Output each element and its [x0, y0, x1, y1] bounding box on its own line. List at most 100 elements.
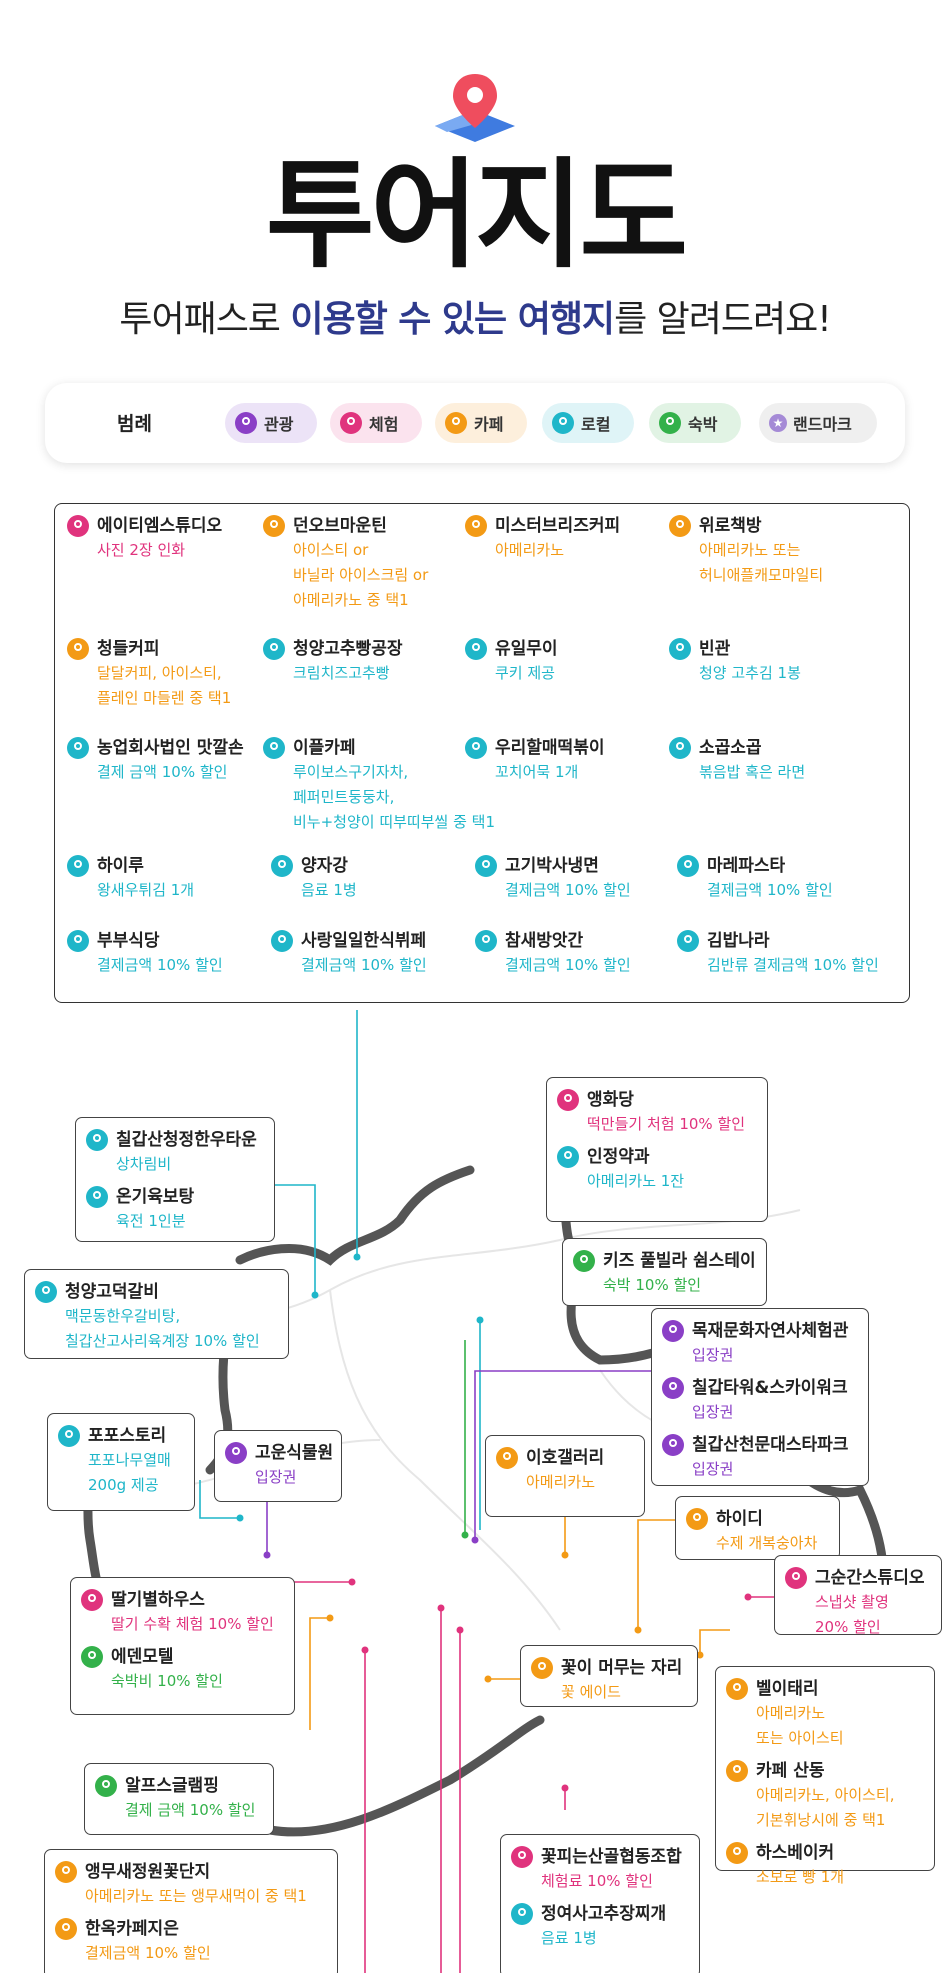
map-callout-box: 앵무새정원꽃단지 아메리카노 또는 앵무새먹이 중 택1 한옥카페지은 결제금액 10… [44, 1849, 338, 1973]
map-callout-box: 고운식물원 입장권 [214, 1430, 342, 1502]
venue-name: 칠갑산청정한우타운 [116, 1130, 257, 1150]
map-callout-box: 벨이태리 아메리카노 또는 아이스티 카페 산동 아메리카노, 아이스티, 기본휘낭시에 … [715, 1666, 935, 1886]
venue-entry: 고운식물원 입장권 [225, 1441, 334, 1490]
map-pin-icon [58, 1425, 80, 1447]
venue-entry: 참새방앗간 결제금액 10% 할인 [475, 929, 631, 978]
venue-benefit: 결제금액 10% 할인 [505, 956, 631, 974]
map-pin-icon [465, 638, 487, 660]
map-pin-icon [557, 1146, 579, 1168]
venue-entry: 양자강 음료 1병 [271, 854, 357, 903]
legend-chip-label: 카페 [474, 415, 504, 434]
venue-benefit: 루이보스구기자차, [293, 763, 409, 781]
venue-benefit: 육전 1인분 [116, 1212, 186, 1230]
map-callout-box: 하이디 수제 개복숭아차 [675, 1496, 840, 1560]
venue-name: 고운식물원 [255, 1443, 334, 1463]
venue-entry: 하이디 수제 개복숭아차 [686, 1507, 829, 1556]
map-pin-icon [340, 412, 362, 434]
venue-benefit: 칠갑산고사리육계장 10% 할인 [65, 1332, 260, 1350]
venue-benefit: 딸기 수확 체험 10% 할인 [111, 1615, 274, 1633]
venue-name: 하이디 [716, 1509, 763, 1529]
map-pin-icon [67, 638, 89, 660]
legend-chip-label: 로컬 [581, 415, 611, 434]
venue-benefit: 숙박비 10% 할인 [111, 1672, 223, 1690]
map-pin-icon [531, 1657, 553, 1679]
map-pin-icon [465, 737, 487, 759]
venue-benefit: 아메리카노 또는 [699, 541, 801, 559]
map-pin-icon [662, 1320, 684, 1342]
legend-card: 범례 관광 체험 카페 로컬 숙박 ★ 랜드마크 [45, 383, 905, 463]
map-pin-icon [67, 930, 89, 952]
venue-benefit: 아메리카노 또는 앵무새먹이 중 택1 [85, 1887, 307, 1905]
venue-benefit: 결제금액 10% 할인 [707, 881, 833, 899]
venue-name: 카페 산동 [756, 1761, 825, 1781]
legend-label: 범례 [117, 413, 152, 435]
map-pin-icon [95, 1775, 117, 1797]
map-pin-icon [496, 1447, 518, 1469]
venue-entry: 한옥카페지은 결제금액 10% 할인 [55, 1917, 327, 1966]
map-pin-icon [511, 1846, 533, 1868]
venue-name: 딸기별하우스 [111, 1590, 205, 1610]
venue-benefit: 아메리카노 1잔 [587, 1172, 685, 1190]
map-pin-icon [67, 737, 89, 759]
map-pin-icon [271, 855, 293, 877]
venue-name: 하이루 [97, 856, 144, 876]
venue-entry: 고기박사냉면 결제금액 10% 할인 [475, 854, 631, 903]
venue-entry: 소곱소곱 볶음밥 혹은 라면 [669, 736, 805, 785]
map-callout-box: 앵화당 떡만들기 처험 10% 할인 인정약과 아메리카노 1잔 [546, 1077, 768, 1222]
venue-benefit: 입장권 [692, 1346, 734, 1364]
venue-benefit: 숙박 10% 할인 [603, 1276, 702, 1294]
map-pin-icon [726, 1842, 748, 1864]
venue-entry: 카페 산동 아메리카노, 아이스티, 기본휘낭시에 중 택1 [726, 1759, 924, 1833]
venue-benefit: 맥문동한우갈비탕, [65, 1307, 181, 1325]
venue-benefit: 소보로 빵 1개 [756, 1868, 845, 1886]
venue-entry: 꽃피는산골협동조합 체험료 10% 할인 [511, 1845, 689, 1894]
venue-entry: 정여사고추장찌개 음료 1병 [511, 1902, 689, 1951]
map-pin-icon [263, 737, 285, 759]
map-pin-icon [669, 638, 691, 660]
venue-entry: 앵무새정원꽃단지 아메리카노 또는 앵무새먹이 중 택1 [55, 1860, 327, 1909]
venue-name: 청들커피 [97, 639, 160, 659]
venue-name: 우리할매떡볶이 [495, 738, 605, 758]
map-pin-icon [726, 1678, 748, 1700]
venue-entry: 포포스토리 포포나무열매 200g 제공 [58, 1424, 184, 1498]
venue-benefit: 꼬치어묵 1개 [495, 763, 579, 781]
venue-name: 청양고추빵공장 [293, 639, 403, 659]
venue-entry: 하이루 왕새우튀김 1개 [67, 854, 194, 903]
venue-entry: 위로책방 아메리카노 또는 허니애플캐모마일티 [669, 514, 823, 588]
venue-entry: 농업회사법인 맛깔손 결제 금액 10% 할인 [67, 736, 244, 785]
venue-entry: 칠갑타워&스카이워크 입장권 [662, 1376, 858, 1425]
venue-name: 빈관 [699, 639, 731, 659]
venue-entry: 알프스글램핑 결제 금액 10% 할인 [95, 1774, 263, 1823]
venue-benefit: 스냅샷 촬영 [815, 1593, 889, 1611]
venue-benefit: 크림치즈고추빵 [293, 664, 390, 682]
venue-entry: 청양고덕갈비 맥문동한우갈비탕, 칠갑산고사리육계장 10% 할인 [35, 1280, 278, 1354]
map-pin-icon [263, 515, 285, 537]
venue-benefit: 음료 1병 [301, 881, 357, 899]
venue-entry: 인정약과 아메리카노 1잔 [557, 1145, 757, 1194]
venue-benefit: 입장권 [692, 1460, 734, 1478]
venue-benefit: 아메리카노 [495, 541, 565, 559]
map-pin-icon [67, 855, 89, 877]
map-pin-icon [662, 1434, 684, 1456]
map-callout-box: 목재문화자연사체험관 입장권 칠갑타워&스카이워크 입장권 칠갑산천문대스타파크 입장권 [651, 1308, 869, 1486]
map-pin-icon [669, 737, 691, 759]
venue-benefit: 기본휘낭시에 중 택1 [756, 1811, 886, 1829]
venue-entry: 미스터브리즈커피 아메리카노 [465, 514, 620, 563]
venue-name: 알프스글램핑 [125, 1776, 219, 1796]
venue-benefit: 사진 2장 인화 [97, 541, 186, 559]
venue-benefit: 포포나무열매 [88, 1451, 171, 1469]
venue-name: 하스베이커 [756, 1843, 835, 1863]
venue-entry: 온기육보탕 육전 1인분 [86, 1185, 264, 1234]
map-callout-box: 알프스글램핑 결제 금액 10% 할인 [84, 1763, 274, 1835]
map-callout-box: 그순간스튜디오 스냅샷 촬영 20% 할인 [774, 1555, 942, 1636]
venue-entry: 에이티엠스튜디오 사진 2장 인화 [67, 514, 222, 563]
map-pin-icon [86, 1186, 108, 1208]
venue-name: 정여사고추장찌개 [541, 1904, 667, 1924]
star-icon: ★ [769, 414, 787, 432]
venue-name: 꽃이 머무는 자리 [561, 1658, 683, 1678]
venue-name: 위로책방 [699, 516, 762, 536]
venue-entry: 빈관 청양 고추김 1봉 [669, 637, 801, 686]
venue-name: 목재문화자연사체험관 [692, 1321, 849, 1341]
